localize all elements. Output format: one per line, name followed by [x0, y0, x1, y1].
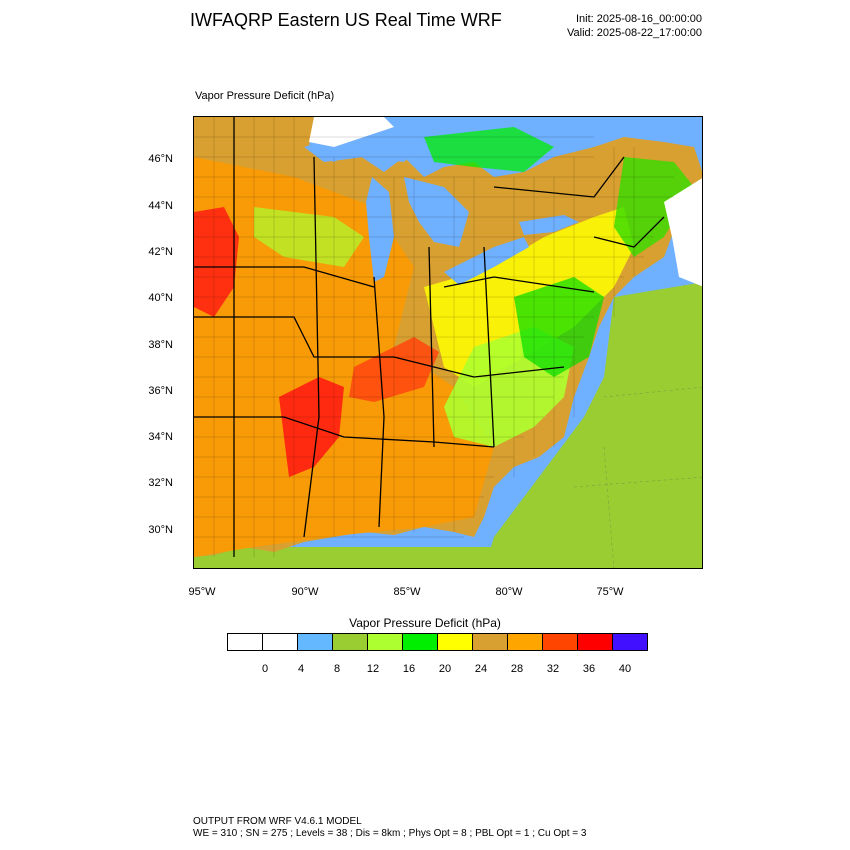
- colorbar-swatch: [402, 633, 438, 651]
- colorbar-tick-0: 0: [261, 663, 269, 675]
- county-borders: [194, 117, 674, 557]
- colorbar-swatch: [437, 633, 473, 651]
- lon-label-95: 95°W: [188, 586, 216, 598]
- colorbar-tick-40: 40: [618, 663, 632, 675]
- lake-huron: [404, 177, 469, 247]
- lon-label-85: 85°W: [393, 586, 421, 598]
- page-title: IWFAQRP Eastern US Real Time WRF: [190, 10, 502, 30]
- colorbar-swatch: [227, 633, 263, 651]
- vpd-map: [193, 116, 703, 569]
- lat-label-36: 36°N: [148, 385, 173, 397]
- map-variable-title: Vapor Pressure Deficit (hPa): [195, 90, 335, 102]
- lake-michigan: [366, 177, 394, 282]
- lat-label-46: 46°N: [148, 153, 173, 165]
- green-region-mid-atlantic: [514, 277, 604, 377]
- lat-label-44: 44°N: [148, 200, 173, 212]
- model-info-line-2: WE = 310 ; SN = 275 ; Levels = 38 ; Dis …: [193, 828, 587, 839]
- red-region-mississippi: [279, 377, 344, 477]
- white-area-maine: [664, 178, 702, 287]
- lake-erie: [444, 237, 529, 285]
- lat-label-40: 40°N: [148, 292, 173, 304]
- lon-label-80: 80°W: [495, 586, 523, 598]
- gulf-ocean-field: [194, 547, 504, 568]
- init-time: Init: 2025-08-16_00:00:00: [576, 13, 702, 25]
- lat-label-38: 38°N: [148, 339, 173, 351]
- colorbar-swatch: [507, 633, 543, 651]
- lat-label-32: 32°N: [148, 477, 173, 489]
- red-region-iowa: [194, 207, 239, 317]
- lat-label-42: 42°N: [148, 246, 173, 258]
- lon-label-75: 75°W: [596, 586, 624, 598]
- lat-label-34: 34°N: [148, 431, 173, 443]
- atlantic-ocean-field: [484, 282, 702, 568]
- white-area-canada-north: [309, 117, 394, 147]
- colorbar-swatch: [332, 633, 368, 651]
- colorbar-tick-20: 20: [438, 663, 452, 675]
- colorbar-swatch: [542, 633, 578, 651]
- colorbar-swatch: [577, 633, 613, 651]
- colorbar-tick-16: 16: [402, 663, 416, 675]
- colorbar-swatch: [367, 633, 403, 651]
- colorbar-tick-24: 24: [474, 663, 488, 675]
- valid-time: Valid: 2025-08-22_17:00:00: [567, 27, 702, 39]
- lon-label-90: 90°W: [291, 586, 319, 598]
- colorbar-tick-12: 12: [366, 663, 380, 675]
- lat-label-30: 30°N: [148, 524, 173, 536]
- colorbar-swatch: [297, 633, 333, 651]
- graticule: [573, 386, 702, 568]
- model-info-line-1: OUTPUT FROM WRF V4.6.1 MODEL: [193, 816, 362, 827]
- colorbar-tick-36: 36: [582, 663, 596, 675]
- vpd-map-canvas: [194, 117, 702, 568]
- colorbar: [227, 633, 648, 651]
- colorbar-tick-8: 8: [333, 663, 341, 675]
- colorbar-swatch: [262, 633, 298, 651]
- green-region-canada: [424, 127, 554, 172]
- colorbar-tick-32: 32: [546, 663, 560, 675]
- colorbar-swatch: [612, 633, 648, 651]
- colorbar-tick-28: 28: [510, 663, 524, 675]
- colorbar-title: Vapor Pressure Deficit (hPa): [349, 616, 501, 630]
- colorbar-tick-4: 4: [297, 663, 305, 675]
- colorbar-swatch: [472, 633, 508, 651]
